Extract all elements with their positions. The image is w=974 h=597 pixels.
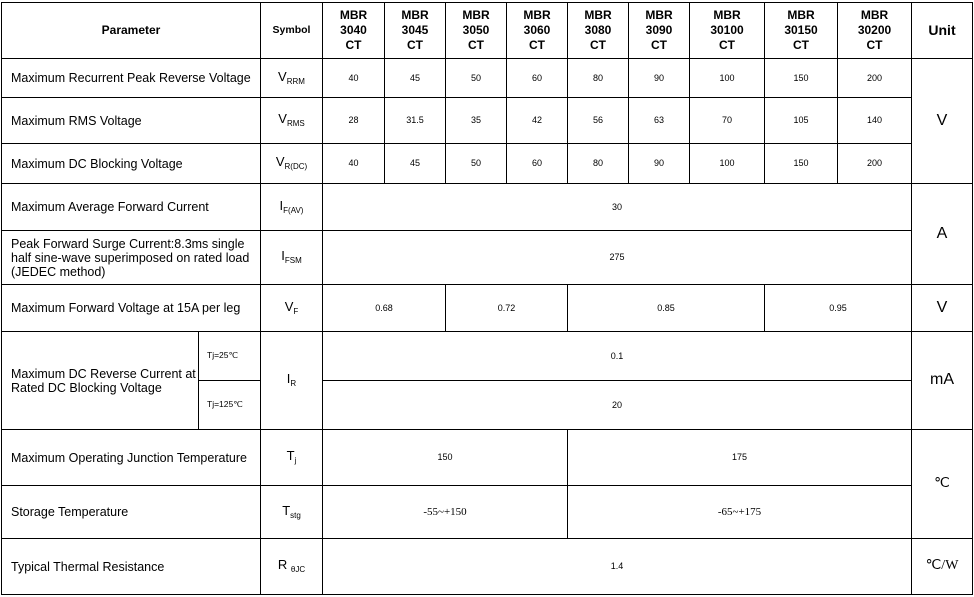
value-cell: -55~+150 <box>322 485 568 539</box>
value-cell: 60 <box>506 58 568 98</box>
symbol: IF(AV) <box>260 183 323 231</box>
value-cell: 80 <box>567 58 629 98</box>
header-model: MBR 3050 CT <box>445 2 507 59</box>
header-model: MBR 3040 CT <box>322 2 385 59</box>
value-cell: 200 <box>837 58 912 98</box>
value-cell: 100 <box>689 143 765 184</box>
symbol: Tj <box>260 429 323 486</box>
param-label: Maximum Operating Junction Temperature <box>1 429 261 486</box>
unit-cell: A <box>911 183 973 285</box>
value-cell: 50 <box>445 58 507 98</box>
value-cell: -65~+175 <box>567 485 912 539</box>
value-cell: 140 <box>837 97 912 144</box>
param-label: Typical Thermal Resistance <box>1 538 261 595</box>
value-cell: 40 <box>322 143 385 184</box>
symbol: VRRM <box>260 58 323 98</box>
value-cell: 0.95 <box>764 284 912 332</box>
unit-cell: ℃ <box>911 429 973 539</box>
symbol: IFSM <box>260 230 323 285</box>
value-cell: 150 <box>764 58 838 98</box>
value-cell: 63 <box>628 97 690 144</box>
unit-cell: V <box>911 284 973 332</box>
param-label: Storage Temperature <box>1 485 261 539</box>
value-cell: 0.72 <box>445 284 568 332</box>
table-row: Maximum Recurrent Peak Reverse Voltage V… <box>1 58 973 184</box>
condition-label: Tj=125℃ <box>198 380 261 430</box>
header-model: MBR 30150 CT <box>764 2 838 59</box>
param-label: Maximum Recurrent Peak Reverse Voltage <box>1 58 261 98</box>
symbol: VF <box>260 284 323 332</box>
header-parameter: Parameter <box>1 2 261 59</box>
value-cell: 30 <box>322 183 912 231</box>
table-row: Storage Temperature Tstg -55~+150 -65~+1… <box>1 485 973 539</box>
value-cell: 200 <box>837 143 912 184</box>
value-cell: 20 <box>322 380 912 430</box>
value-cell: 50 <box>445 143 507 184</box>
table-row: Typical Thermal Resistance R θJC 1.4 ℃/W <box>1 538 973 595</box>
table-row: Peak Forward Surge Current:8.3ms single … <box>1 230 973 285</box>
value-cell: 90 <box>628 143 690 184</box>
value-cell: 80 <box>567 143 629 184</box>
table-row: Maximum Operating Junction Temperature T… <box>1 429 973 539</box>
symbol: VRMS <box>260 97 323 144</box>
param-label: Maximum Forward Voltage at 15A per leg <box>1 284 261 332</box>
header-model: MBR 3045 CT <box>384 2 446 59</box>
value-cell: 40 <box>322 58 385 98</box>
value-cell: 60 <box>506 143 568 184</box>
symbol: VR(DC) <box>260 143 323 184</box>
table-row: Maximum Forward Voltage at 15A per leg V… <box>1 284 973 332</box>
header-model: MBR 30100 CT <box>689 2 765 59</box>
value-cell: 56 <box>567 97 629 144</box>
table-row: Maximum DC Reverse Current at Rated DC B… <box>1 331 973 430</box>
value-cell: 0.68 <box>322 284 446 332</box>
header-model: MBR 3060 CT <box>506 2 568 59</box>
value-cell: 35 <box>445 97 507 144</box>
param-label: Maximum RMS Voltage <box>1 97 261 144</box>
value-cell: 45 <box>384 58 446 98</box>
value-cell: 70 <box>689 97 765 144</box>
value-cell: 275 <box>322 230 912 285</box>
value-cell: 1.4 <box>322 538 912 595</box>
header-model: MBR 30200 CT <box>837 2 912 59</box>
header-row: Parameter Symbol MBR 3040 CT MBR 3045 CT MBR… <box>1 2 973 59</box>
table-row: Maximum Average Forward Current IF(AV) 3… <box>1 183 973 285</box>
value-cell: 0.1 <box>322 331 912 381</box>
symbol: R θJC <box>260 538 323 595</box>
unit-cell: V <box>911 58 973 184</box>
table-row: Maximum DC Blocking Voltage VR(DC) 40 45… <box>1 143 973 184</box>
value-cell: 0.85 <box>567 284 765 332</box>
value-cell: 100 <box>689 58 765 98</box>
header-model: MBR 3080 CT <box>567 2 629 59</box>
header-model: MBR 3090 CT <box>628 2 690 59</box>
value-cell: 28 <box>322 97 385 144</box>
value-cell: 42 <box>506 97 568 144</box>
symbol: IR <box>260 331 323 430</box>
param-label: Peak Forward Surge Current:8.3ms single … <box>1 230 261 285</box>
header-symbol: Symbol <box>260 2 323 59</box>
table-row: Maximum RMS Voltage VRMS 28 31.5 35 42 5… <box>1 97 973 144</box>
param-label: Maximum DC Blocking Voltage <box>1 143 261 184</box>
unit-cell: mA <box>911 331 973 430</box>
param-label: Maximum Average Forward Current <box>1 183 261 231</box>
symbol: Tstg <box>260 485 323 539</box>
value-cell: 105 <box>764 97 838 144</box>
param-label: Maximum DC Reverse Current at Rated DC B… <box>1 331 199 430</box>
value-cell: 90 <box>628 58 690 98</box>
value-cell: 175 <box>567 429 912 486</box>
unit-cell: ℃/W <box>911 538 973 595</box>
value-cell: 150 <box>322 429 568 486</box>
header-unit: Unit <box>911 2 973 59</box>
condition-label: Tj=25℃ <box>198 331 261 381</box>
value-cell: 31.5 <box>384 97 446 144</box>
value-cell: 45 <box>384 143 446 184</box>
value-cell: 150 <box>764 143 838 184</box>
